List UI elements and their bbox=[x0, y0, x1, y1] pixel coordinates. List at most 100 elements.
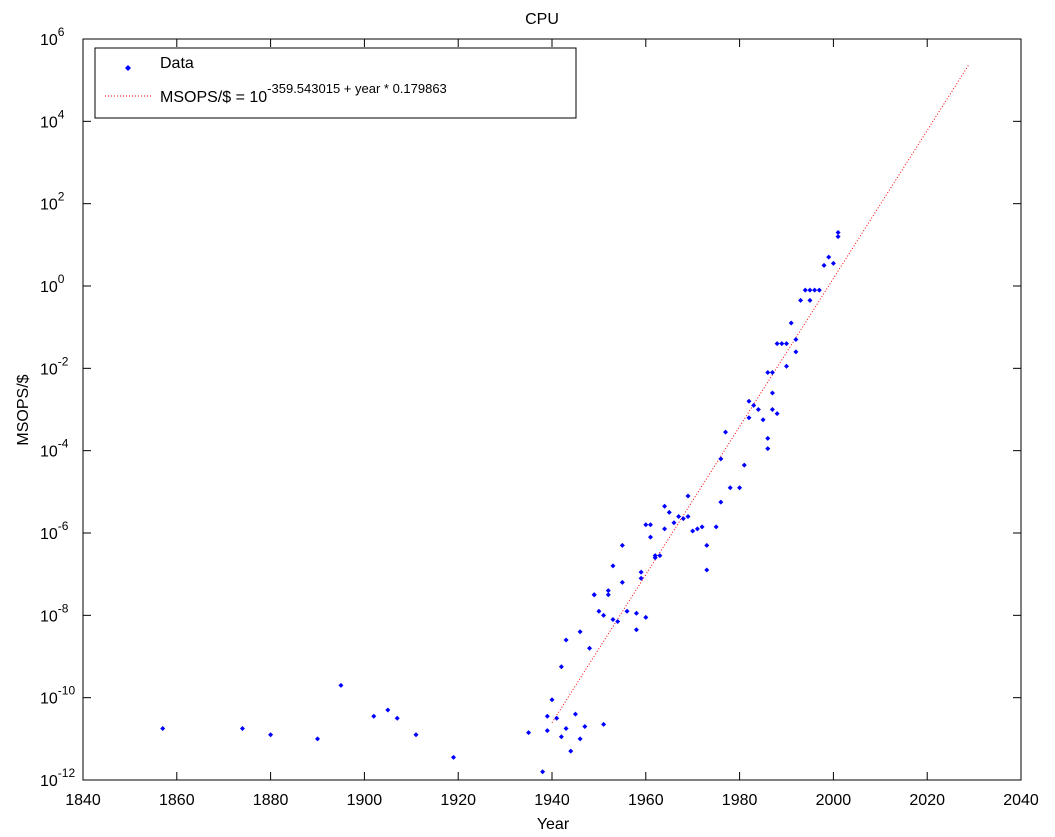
data-point bbox=[385, 707, 391, 713]
data-point bbox=[755, 407, 761, 412]
data-point bbox=[802, 287, 808, 293]
data-point bbox=[807, 287, 813, 293]
data-point bbox=[769, 407, 775, 412]
y-tick-exponent: 6 bbox=[58, 25, 65, 39]
data-point bbox=[680, 516, 686, 522]
data-point bbox=[694, 526, 700, 532]
y-tick-label: 10-2 bbox=[40, 354, 69, 378]
data-point bbox=[582, 723, 588, 729]
data-point bbox=[558, 734, 564, 740]
legend-data-label: Data bbox=[160, 55, 194, 72]
data-point bbox=[662, 526, 668, 532]
data-point bbox=[765, 446, 771, 452]
data-point bbox=[601, 721, 607, 727]
data-point bbox=[451, 754, 457, 760]
x-tick-label: 1920 bbox=[440, 792, 476, 809]
data-point bbox=[779, 341, 785, 347]
data-point bbox=[413, 732, 419, 738]
data-point bbox=[765, 369, 771, 375]
data-point bbox=[713, 524, 719, 530]
data-point bbox=[765, 435, 771, 441]
data-point bbox=[718, 499, 724, 505]
data-point bbox=[619, 579, 625, 585]
data-point bbox=[666, 509, 672, 515]
data-point bbox=[746, 415, 752, 421]
x-tick-label: 2000 bbox=[816, 792, 852, 809]
data-point bbox=[596, 608, 602, 614]
x-tick-label: 2040 bbox=[1003, 792, 1039, 809]
y-tick-base: 10 bbox=[40, 526, 58, 543]
y-tick-base: 10 bbox=[40, 32, 58, 49]
data-point bbox=[751, 402, 757, 408]
data-point bbox=[160, 726, 166, 732]
y-tick-label: 100 bbox=[40, 272, 65, 296]
data-point bbox=[798, 297, 804, 303]
data-point bbox=[239, 726, 245, 732]
y-tick-base: 10 bbox=[40, 444, 58, 461]
data-point bbox=[638, 575, 644, 581]
data-point bbox=[394, 715, 400, 721]
data-point bbox=[605, 592, 611, 598]
y-tick-exponent: -6 bbox=[58, 519, 69, 533]
y-tick-exponent: -2 bbox=[58, 354, 69, 368]
fit-line-layer bbox=[551, 63, 970, 723]
x-tick-label: 1860 bbox=[159, 792, 195, 809]
data-point bbox=[624, 608, 630, 614]
y-tick-exponent: -8 bbox=[58, 601, 69, 615]
data-point bbox=[685, 514, 691, 520]
data-point bbox=[657, 553, 663, 559]
data-point bbox=[601, 612, 607, 618]
y-tick-base: 10 bbox=[40, 691, 58, 708]
y-tick-base: 10 bbox=[40, 114, 58, 131]
data-point bbox=[610, 616, 616, 622]
y-tick-base: 10 bbox=[40, 608, 58, 625]
data-point bbox=[769, 390, 775, 396]
x-tick-label: 2020 bbox=[909, 792, 945, 809]
y-tick-exponent: 2 bbox=[58, 190, 65, 204]
data-point bbox=[793, 337, 799, 343]
data-point bbox=[268, 732, 274, 738]
data-point bbox=[577, 736, 583, 742]
y-tick-base: 10 bbox=[40, 279, 58, 296]
y-tick-label: 10-6 bbox=[40, 519, 69, 543]
data-point bbox=[638, 569, 644, 575]
data-point bbox=[741, 462, 747, 468]
data-point bbox=[591, 592, 597, 598]
data-point bbox=[619, 542, 625, 548]
legend: Data MSOPS/$ = 10-359.543015 + year * 0.… bbox=[94, 47, 577, 119]
data-point bbox=[793, 349, 799, 355]
data-point bbox=[540, 769, 546, 775]
data-point bbox=[315, 736, 320, 742]
data-point bbox=[835, 234, 841, 240]
chart-title: CPU bbox=[525, 11, 559, 28]
data-point bbox=[643, 522, 649, 528]
x-tick-label: 1940 bbox=[534, 792, 570, 809]
data-point bbox=[544, 728, 550, 734]
data-point bbox=[830, 260, 836, 266]
data-point bbox=[652, 555, 658, 561]
x-tick-label: 1980 bbox=[722, 792, 758, 809]
legend-fit-label: MSOPS/$ = 10-359.543015 + year * 0.17986… bbox=[160, 81, 447, 106]
data-point bbox=[685, 493, 691, 499]
data-point bbox=[371, 713, 377, 719]
data-point bbox=[633, 627, 639, 633]
data-point bbox=[704, 567, 710, 573]
y-tick-base: 10 bbox=[40, 361, 58, 378]
data-point bbox=[647, 522, 653, 528]
y-tick-base: 10 bbox=[40, 773, 58, 790]
data-point bbox=[554, 715, 560, 721]
y-tick-exponent: 0 bbox=[58, 272, 65, 286]
data-point bbox=[643, 614, 649, 620]
y-tick-exponent: -12 bbox=[58, 766, 76, 780]
y-tick-label: 10-4 bbox=[40, 437, 69, 461]
data-points-layer bbox=[160, 229, 841, 775]
data-point bbox=[835, 229, 841, 235]
data-point bbox=[737, 485, 743, 491]
data-point bbox=[605, 588, 611, 594]
x-tick-label: 1880 bbox=[253, 792, 289, 809]
y-tick-exponent: -4 bbox=[58, 437, 69, 451]
data-point bbox=[718, 456, 724, 462]
data-point bbox=[587, 645, 593, 651]
data-point bbox=[338, 682, 344, 688]
